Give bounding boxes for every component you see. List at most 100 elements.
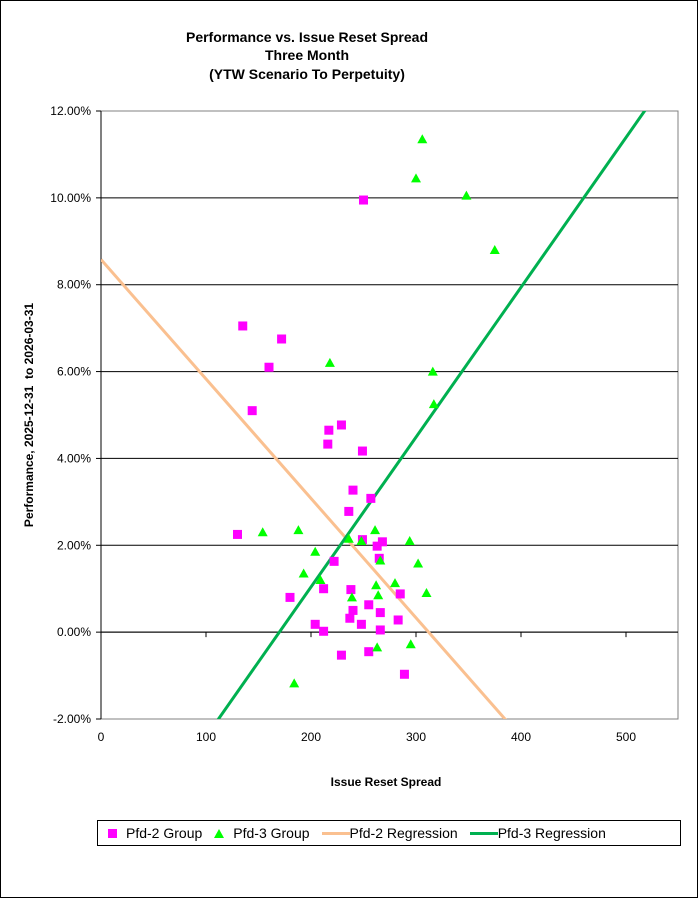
legend: Pfd-2 Group Pfd-3 Group Pfd-2 Regression…: [97, 820, 681, 846]
y-tick-label: 4.00%: [57, 451, 91, 465]
pfd2-point-square: [366, 493, 376, 503]
pfd2-point-square: [323, 439, 333, 449]
pfd2-point-square: [348, 485, 358, 495]
pfd2-point-square: [285, 592, 295, 602]
pfd2-point-square: [329, 556, 339, 566]
pfd3-point-triangle: [417, 134, 428, 144]
chart-title: Performance vs. Issue Reset Spread Three…: [186, 29, 428, 82]
legend-item-pfd2-group: Pfd-2 Group: [108, 825, 202, 841]
chart-title-line-2: Three Month: [265, 47, 349, 63]
y-tick-label: 2.00%: [57, 538, 91, 552]
y-axis-label: Performance, 2025-12-31 to 2026-03-31: [22, 303, 36, 527]
pfd2-point-square: [399, 669, 409, 679]
pfd3-point-triangle: [375, 555, 386, 565]
square-marker-icon: [108, 828, 117, 838]
pfd2-point-square: [359, 195, 368, 205]
pfd3-point-triangle: [343, 533, 354, 543]
pfd3-point-triangle: [257, 527, 268, 537]
pfd3-point-triangle: [405, 639, 416, 649]
pfd2-point-square: [238, 321, 248, 331]
pfd2-point-square: [310, 619, 320, 629]
chart-title-line-1: Performance vs. Issue Reset Spread: [186, 29, 428, 45]
pfd-2-regression-line: [101, 258, 507, 719]
pfd2-point-square: [364, 600, 374, 610]
y-tick-labels: -2.00% 0.00% 2.00% 4.00% 6.00% 8.00% 10.00% 12.…: [50, 104, 91, 726]
pfd2-point-square: [375, 608, 385, 618]
legend-item-pfd3-regression: Pfd-3 Regression: [469, 825, 606, 841]
pfd2-point-square: [324, 425, 334, 435]
pfd3-point-triangle: [370, 525, 381, 535]
y-tick-label: 0.00%: [57, 625, 91, 639]
pfd3-point-triangle: [427, 366, 438, 376]
pfd3-point-triangle: [372, 642, 383, 652]
pfd3-point-triangle: [421, 588, 432, 598]
x-tick-label: 500: [616, 730, 636, 744]
pfd2-point-square: [356, 619, 366, 629]
data-points: [233, 134, 500, 688]
chart-title-line-3: (YTW Scenario To Perpetuity): [209, 66, 405, 82]
pfd3-point-triangle: [390, 578, 400, 588]
y-tick-label: 12.00%: [50, 104, 91, 118]
pfd3-point-triangle: [346, 592, 357, 602]
x-tick-labels: 0 100 200 300 400 500: [98, 730, 637, 744]
x-axis-label: Issue Reset Spread: [331, 775, 442, 789]
pfd-3-regression-line: [216, 111, 647, 719]
plot-area: [100, 110, 679, 720]
legend-item-pfd2-regression: Pfd-2 Regression: [321, 825, 458, 841]
legend-label: Pfd-3 Group: [233, 825, 310, 841]
y-tick-label: 8.00%: [57, 278, 91, 292]
pfd2-point-square: [336, 650, 346, 660]
pfd3-point-triangle: [373, 590, 384, 600]
pfd2-point-square: [319, 584, 329, 594]
pfd3-point-triangle: [371, 580, 382, 590]
pfd3-point-triangle: [310, 546, 321, 556]
pfd2-point-square: [264, 362, 274, 372]
pfd3-point-triangle: [489, 244, 500, 254]
pfd2-point-square: [395, 589, 405, 599]
line-swatch-icon: [469, 831, 498, 835]
pfd3-point-triangle: [428, 399, 439, 409]
pfd2-point-square: [364, 647, 374, 657]
pfd3-point-triangle: [461, 190, 472, 200]
pfd2-point-square: [375, 625, 385, 635]
pfd3-point-triangle: [293, 525, 304, 535]
pfd3-point-triangle: [289, 678, 300, 688]
pfd2-point-square: [377, 537, 387, 547]
pfd2-point-square: [357, 446, 367, 456]
y-tick-label: -2.00%: [53, 712, 91, 726]
pfd3-point-triangle: [315, 575, 326, 585]
pfd2-point-square: [247, 406, 257, 416]
pfd2-point-square: [393, 615, 403, 625]
pfd2-point-square: [344, 506, 354, 516]
pfd2-point-square: [372, 541, 382, 551]
x-tick-label: 100: [196, 730, 216, 744]
pfd3-point-triangle: [356, 535, 367, 545]
y-tick-label: 10.00%: [50, 191, 91, 205]
x-tick-label: 0: [98, 730, 105, 744]
pfd3-point-triangle: [411, 173, 421, 183]
x-tick-label: 200: [301, 730, 321, 744]
pfd2-point-square: [348, 605, 358, 615]
pfd3-point-triangle: [324, 357, 335, 367]
line-swatch-icon: [321, 831, 350, 835]
triangle-marker-icon: [214, 828, 225, 838]
legend-label: Pfd-2 Regression: [349, 825, 458, 841]
pfd3-point-triangle: [298, 568, 309, 578]
x-tick-label: 300: [406, 730, 426, 744]
pfd3-point-triangle: [413, 558, 424, 568]
legend-item-pfd3-group: Pfd-3 Group: [214, 825, 310, 841]
axes: [96, 110, 678, 720]
pfd2-point-square: [336, 420, 346, 430]
legend-label: Pfd-2 Group: [126, 825, 203, 841]
pfd2-point-square: [346, 585, 356, 595]
pfd3-point-triangle: [404, 535, 415, 545]
y-tick-label: 6.00%: [57, 365, 91, 379]
pfd2-point-square: [319, 626, 329, 636]
x-tick-label: 400: [511, 730, 531, 744]
pfd2-point-square: [345, 613, 355, 623]
regression-lines: [101, 111, 647, 719]
pfd2-point-square: [277, 334, 287, 344]
pfd2-point-square: [233, 529, 242, 539]
legend-label: Pfd-3 Regression: [497, 825, 606, 841]
